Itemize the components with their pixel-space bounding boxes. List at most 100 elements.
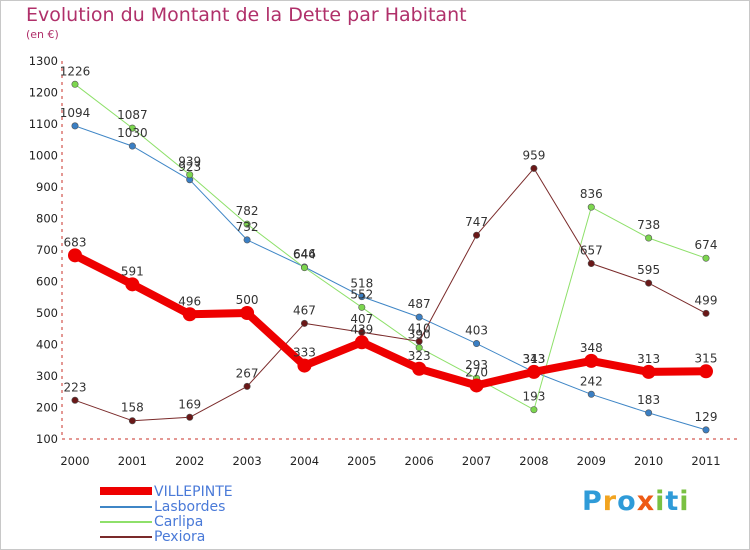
data-label: 518 bbox=[350, 277, 373, 291]
logo-letter: P bbox=[582, 486, 603, 517]
data-label: 313 bbox=[637, 352, 660, 366]
data-point bbox=[128, 142, 136, 150]
data-point bbox=[128, 124, 136, 132]
data-label: 270 bbox=[465, 365, 488, 379]
data-point bbox=[300, 319, 308, 327]
x-tick-label: 2003 bbox=[232, 454, 261, 468]
data-point bbox=[186, 171, 194, 179]
data-label: 410 bbox=[408, 321, 431, 335]
data-label: 183 bbox=[637, 393, 660, 407]
data-label: 403 bbox=[465, 324, 488, 338]
y-tick-label: 1100 bbox=[29, 117, 58, 131]
data-label: 293 bbox=[465, 358, 488, 372]
data-label: 169 bbox=[178, 397, 201, 411]
data-point bbox=[702, 254, 710, 262]
logo-letter: i bbox=[655, 486, 666, 517]
y-tick-label: 1200 bbox=[29, 86, 58, 100]
data-label: 496 bbox=[178, 294, 201, 308]
y-tick-label: 700 bbox=[36, 243, 58, 257]
series-line-villepinte bbox=[71, 251, 710, 390]
legend-swatch bbox=[100, 506, 152, 508]
data-point bbox=[412, 361, 427, 376]
data-label: 348 bbox=[580, 341, 603, 355]
data-point bbox=[71, 122, 79, 130]
data-point bbox=[300, 264, 308, 272]
data-point bbox=[584, 353, 599, 368]
data-label: 467 bbox=[293, 303, 316, 317]
data-point bbox=[186, 413, 194, 421]
x-tick-label: 2004 bbox=[290, 454, 319, 468]
data-label: 1030 bbox=[117, 126, 148, 140]
data-label: 323 bbox=[408, 349, 431, 363]
logo-letter: x bbox=[636, 486, 656, 517]
data-label: 343 bbox=[522, 352, 545, 366]
y-tick-label: 1300 bbox=[29, 54, 58, 68]
legend-label: VILLEPINTE bbox=[154, 484, 233, 500]
series-line-carlipa bbox=[74, 83, 707, 411]
data-point bbox=[530, 406, 538, 414]
data-point bbox=[530, 164, 538, 172]
data-label: 439 bbox=[350, 322, 373, 336]
data-label: 836 bbox=[580, 187, 603, 201]
data-label: 959 bbox=[522, 148, 545, 162]
x-tick-label: 2000 bbox=[60, 454, 89, 468]
data-label: 591 bbox=[121, 264, 144, 278]
data-label: 595 bbox=[637, 263, 660, 277]
chart-subtitle: (en €) bbox=[26, 28, 59, 41]
data-label: 193 bbox=[522, 390, 545, 404]
data-point bbox=[358, 303, 366, 311]
data-label: 242 bbox=[580, 374, 603, 388]
data-point bbox=[68, 248, 82, 263]
data-point bbox=[243, 382, 251, 390]
x-tick-label: 2011 bbox=[691, 454, 720, 468]
y-tick-label: 1000 bbox=[29, 149, 58, 163]
data-point bbox=[243, 220, 251, 228]
data-label: 407 bbox=[350, 312, 373, 326]
logo-letter: r bbox=[602, 486, 618, 517]
data-point bbox=[645, 234, 653, 242]
x-tick-label: 2001 bbox=[118, 454, 147, 468]
x-tick-label: 2007 bbox=[462, 454, 491, 468]
legend-swatch bbox=[100, 487, 152, 495]
y-tick-label: 200 bbox=[36, 401, 58, 415]
y-tick-label: 800 bbox=[36, 212, 58, 226]
data-label: 487 bbox=[408, 297, 431, 311]
data-label: 674 bbox=[695, 238, 718, 252]
data-label: 644 bbox=[293, 248, 316, 262]
data-label: 1094 bbox=[60, 106, 91, 120]
data-point bbox=[71, 80, 79, 88]
logo-letter: t bbox=[665, 486, 680, 517]
legend-label: Pexiora bbox=[154, 529, 206, 545]
data-label: 223 bbox=[64, 380, 87, 394]
data-label: 552 bbox=[350, 287, 373, 301]
data-label: 1087 bbox=[117, 108, 148, 122]
data-point bbox=[702, 426, 710, 434]
data-point bbox=[645, 409, 653, 417]
data-point bbox=[297, 358, 312, 373]
data-label: 500 bbox=[236, 293, 259, 307]
data-label: 390 bbox=[408, 328, 431, 342]
data-label: 333 bbox=[293, 346, 316, 360]
legend-swatch bbox=[100, 536, 152, 538]
data-point bbox=[125, 277, 140, 292]
logo-letter: i bbox=[679, 486, 690, 517]
x-tick-label: 2006 bbox=[405, 454, 434, 468]
data-label: 1226 bbox=[60, 64, 91, 78]
data-point bbox=[645, 279, 653, 287]
y-tick-label: 400 bbox=[36, 338, 58, 352]
data-label: 782 bbox=[236, 204, 259, 218]
data-label: 315 bbox=[695, 351, 718, 365]
data-point bbox=[358, 293, 366, 301]
x-tick-label: 2002 bbox=[175, 454, 204, 468]
data-label: 683 bbox=[64, 235, 87, 249]
data-point bbox=[702, 309, 710, 317]
legend-label: Lasbordes bbox=[154, 499, 226, 515]
legend-label: Carlipa bbox=[154, 514, 204, 530]
data-point bbox=[240, 306, 255, 320]
chart-title: Evolution du Montant de la Dette par Hab… bbox=[26, 4, 467, 26]
y-tick-label: 300 bbox=[36, 369, 58, 383]
data-point bbox=[469, 378, 484, 393]
x-tick-label: 2009 bbox=[577, 454, 606, 468]
data-point bbox=[587, 203, 595, 211]
y-tick-label: 600 bbox=[36, 275, 58, 289]
